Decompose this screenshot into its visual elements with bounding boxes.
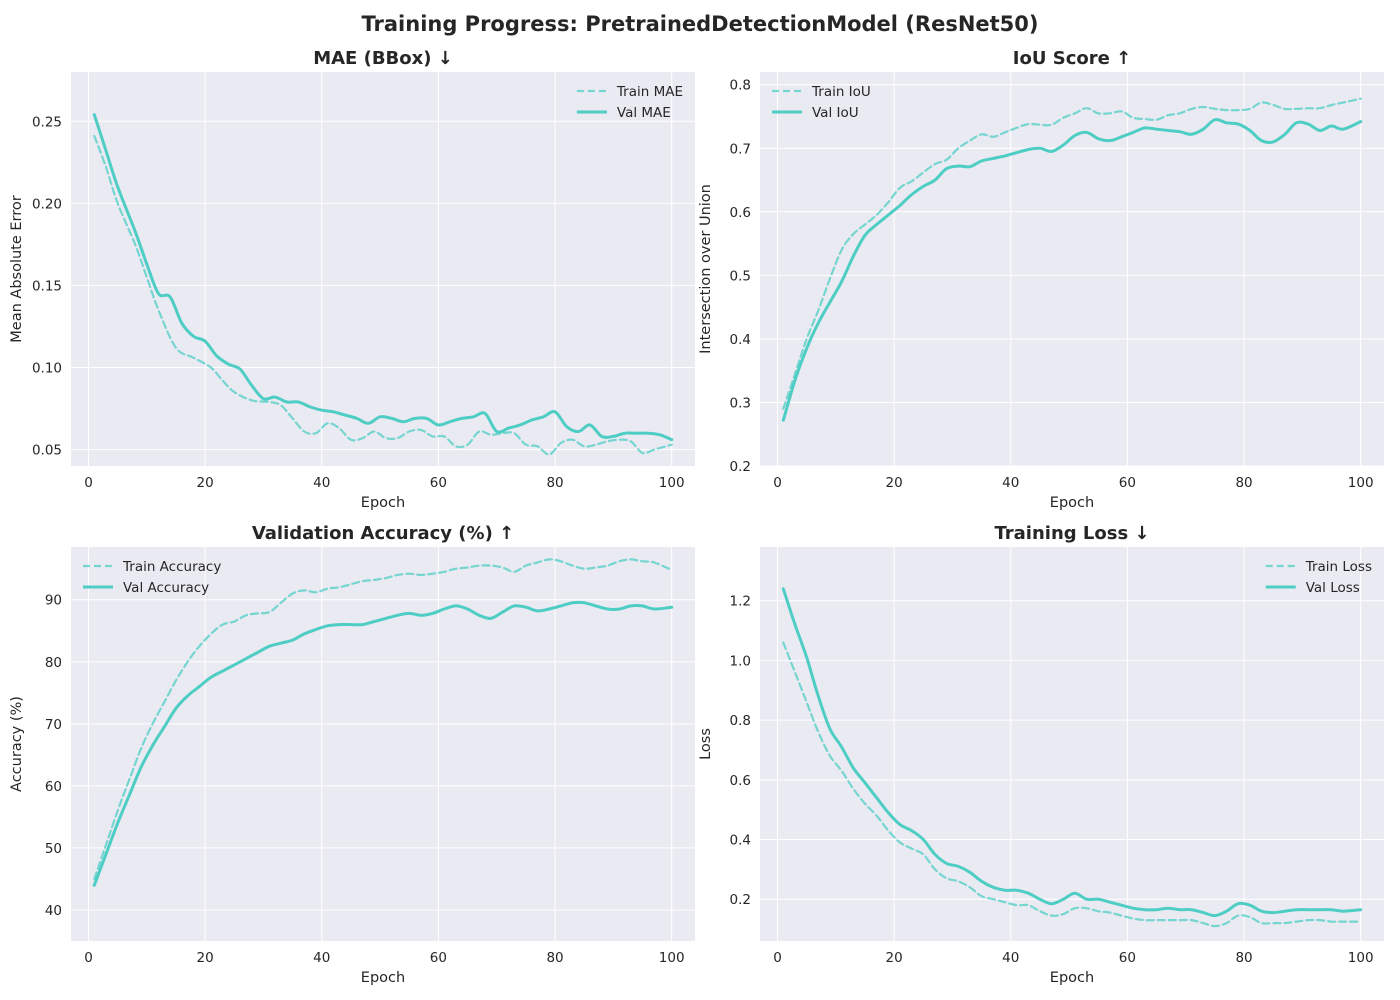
y-axis-label: Accuracy (%)	[9, 696, 25, 792]
y-tick-label: 0.6	[730, 773, 751, 789]
legend-label: Train MAE	[616, 84, 683, 100]
x-tick-label: 60	[1119, 475, 1136, 491]
y-tick-label: 0.25	[32, 114, 62, 130]
y-tick-label: 50	[45, 841, 62, 857]
chart-title: IoU Score ↑	[1013, 48, 1131, 69]
chart-title: MAE (BBox) ↓	[313, 48, 453, 69]
x-axis-label: Epoch	[1050, 970, 1094, 986]
y-axis-label: Intersection over Union	[698, 184, 714, 354]
series-group	[92, 558, 674, 887]
plot-area	[71, 547, 695, 941]
x-tick-label: 60	[1119, 950, 1136, 966]
y-axis-label: Mean Absolute Error	[9, 195, 25, 342]
series-line-train-loss	[782, 641, 1362, 928]
y-tick-label: 90	[45, 593, 62, 609]
y-tick-label: 0.2	[730, 459, 751, 475]
legend-label: Train Accuracy	[122, 559, 221, 575]
chart-mae: 0 20 40 60 80 100 0.05 0.10 0.15 0.20 0.25 MAE (BBo…	[9, 48, 695, 511]
x-tick-label: 60	[430, 475, 447, 491]
series-group	[781, 97, 1363, 422]
chart-title: Validation Accuracy (%) ↑	[252, 523, 514, 544]
y-tick-label: 0.20	[32, 196, 62, 212]
y-tick-label: 40	[45, 903, 62, 919]
x-tick-label: 0	[84, 950, 93, 966]
x-tick-label: 0	[773, 950, 782, 966]
y-tick-label: 60	[45, 779, 62, 795]
y-tick-label: 0.4	[730, 833, 751, 849]
x-tick-label: 100	[1348, 475, 1374, 491]
x-tick-label: 100	[1348, 950, 1374, 966]
y-tick-label: 80	[45, 655, 62, 671]
x-tick-label: 20	[197, 950, 214, 966]
x-tick-label: 0	[773, 475, 782, 491]
x-tick-label: 80	[546, 950, 563, 966]
y-tick-label: 0.10	[32, 361, 62, 377]
y-tick-label: 0.6	[730, 205, 751, 221]
series-line-val-iou	[781, 117, 1363, 422]
y-tick-label: 0.8	[730, 713, 751, 729]
series-line-train-iou	[782, 97, 1362, 410]
y-tick-label: 70	[45, 717, 62, 733]
figure-title: Training Progress: PretrainedDetectionMo…	[361, 12, 1039, 36]
series-group	[92, 113, 674, 456]
legend: Train Loss Val Loss	[1265, 559, 1372, 596]
y-axis-label: Loss	[698, 728, 714, 760]
y-tick-label: 1.0	[730, 653, 751, 669]
x-tick-label: 40	[1002, 950, 1019, 966]
x-tick-label: 80	[1235, 475, 1252, 491]
plot-area	[760, 72, 1384, 466]
series-line-val-mae	[92, 113, 674, 442]
legend-label: Val Loss	[1306, 580, 1360, 596]
x-tick-label: 0	[84, 475, 93, 491]
x-tick-label: 40	[1002, 475, 1019, 491]
legend-label: Val Accuracy	[123, 580, 209, 596]
x-tick-label: 80	[546, 475, 563, 491]
x-tick-label: 20	[886, 950, 903, 966]
legend: Train IoU Val IoU	[772, 84, 871, 121]
x-axis-label: Epoch	[1050, 495, 1094, 511]
y-tick-label: 0.2	[730, 892, 751, 908]
legend-label: Train Loss	[1305, 559, 1372, 575]
plot-area	[760, 547, 1384, 941]
y-tick-label: 0.7	[730, 141, 751, 157]
y-tick-label: 0.15	[32, 278, 62, 294]
plot-area	[71, 72, 695, 466]
y-tick-label: 0.05	[32, 443, 62, 459]
y-tick-label: 0.3	[730, 395, 751, 411]
legend-label: Val IoU	[812, 105, 859, 121]
x-tick-label: 40	[313, 475, 330, 491]
legend-label: Val MAE	[617, 105, 671, 121]
x-tick-label: 100	[659, 475, 685, 491]
x-tick-label: 60	[430, 950, 447, 966]
x-tick-label: 80	[1235, 950, 1252, 966]
y-tick-label: 0.5	[730, 268, 751, 284]
series-line-train-accuracy	[93, 558, 673, 881]
series-line-train-mae	[93, 134, 673, 456]
series-line-val-accuracy	[92, 600, 674, 887]
legend: Train Accuracy Val Accuracy	[83, 559, 221, 596]
y-tick-label: 1.2	[730, 594, 751, 610]
legend-label: Train IoU	[811, 84, 871, 100]
x-axis-label: Epoch	[361, 495, 405, 511]
series-line-val-loss	[781, 587, 1363, 918]
x-axis-label: Epoch	[361, 970, 405, 986]
y-tick-label: 0.8	[730, 78, 751, 94]
chart-accuracy: 0 20 40 60 80 100 40 50 60 70 80 90 Validation Accur…	[9, 523, 695, 986]
legend: Train MAE Val MAE	[576, 84, 683, 121]
x-tick-label: 100	[659, 950, 685, 966]
x-tick-label: 40	[313, 950, 330, 966]
chart-iou: 0 20 40 60 80 100 0.2 0.3 0.4 0.5 0.6 0.7 0.8 IoU Sco…	[698, 48, 1384, 511]
chart-title: Training Loss ↓	[994, 523, 1149, 544]
x-tick-label: 20	[197, 475, 214, 491]
y-tick-label: 0.4	[730, 332, 751, 348]
chart-loss: 0 20 40 60 80 100 0.2 0.4 0.6 0.8 1.0 1.2 Training L…	[698, 523, 1384, 986]
x-tick-label: 20	[886, 475, 903, 491]
series-group	[781, 587, 1363, 928]
